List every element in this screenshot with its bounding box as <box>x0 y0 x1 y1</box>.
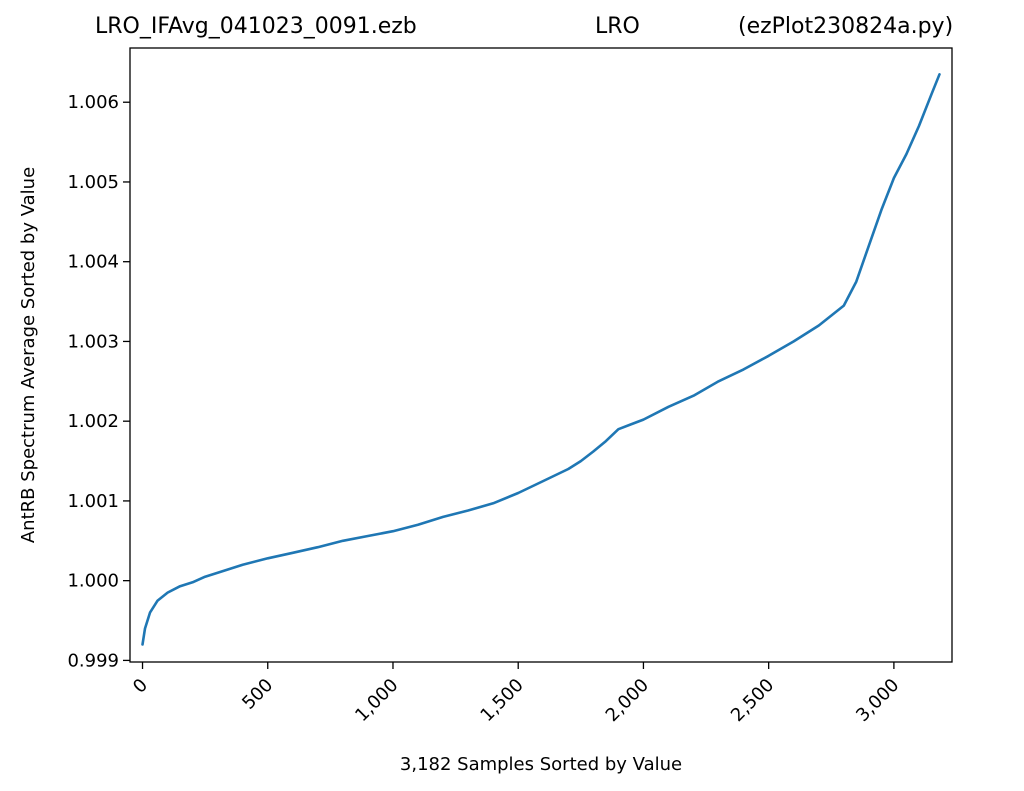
y-tick-label: 1.003 <box>67 331 119 352</box>
y-tick-label: 1.002 <box>67 411 119 432</box>
plot-frame <box>129 47 953 663</box>
y-tick-label: 1.006 <box>67 92 119 113</box>
y-tick-label: 1.000 <box>67 571 119 592</box>
chart-title-script: (ezPlot230824a.py) <box>738 14 954 39</box>
data-series-line <box>141 73 941 646</box>
x-tick-label: 2,500 <box>727 675 778 726</box>
y-axis-ticks: 0.999 1.000 1.001 1.002 1.003 1.004 1.005 1.006 <box>67 92 130 671</box>
x-tick-label: 500 <box>238 675 277 714</box>
x-axis-ticks: 0 500 1,000 1,500 2,000 2,500 3,000 <box>129 662 903 726</box>
y-tick-label: 1.005 <box>67 172 119 193</box>
x-axis-label: 3,182 Samples Sorted by Value <box>400 754 682 775</box>
x-tick-label: 3,000 <box>852 675 903 726</box>
y-tick-label: 0.999 <box>67 650 119 671</box>
y-axis-label: AntRB Spectrum Average Sorted by Value <box>18 167 39 543</box>
chart-title-filename: LRO_IFAvg_041023_0091.ezb <box>95 14 417 39</box>
y-tick-label: 1.004 <box>67 252 119 273</box>
x-tick-label: 2,000 <box>602 675 653 726</box>
x-tick-label: 0 <box>129 675 152 698</box>
x-tick-label: 1,000 <box>351 675 402 726</box>
chart-title-site: LRO <box>595 14 640 39</box>
y-tick-label: 1.001 <box>67 491 119 512</box>
x-tick-label: 1,500 <box>476 675 527 726</box>
